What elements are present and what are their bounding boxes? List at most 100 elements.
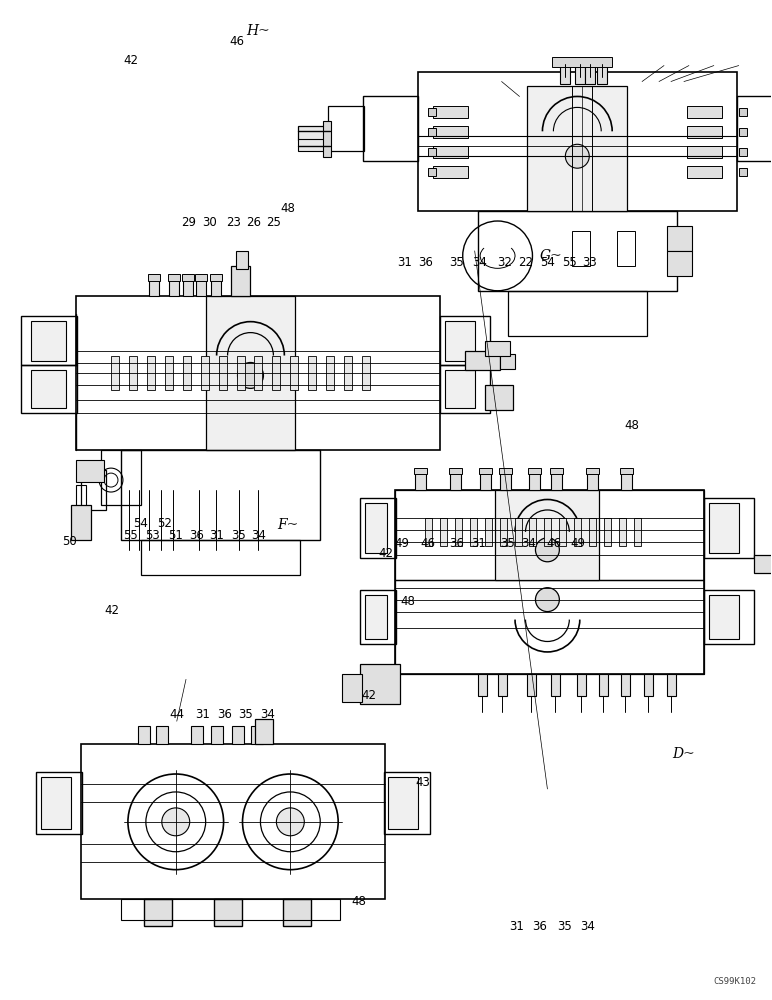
Bar: [469, 518, 476, 546]
Bar: [360, 498, 396, 558]
Bar: [428, 108, 436, 116]
Text: 31: 31: [209, 529, 224, 542]
Text: 36: 36: [217, 708, 232, 721]
Bar: [433, 166, 468, 178]
Text: 36: 36: [418, 256, 433, 269]
Bar: [425, 518, 432, 546]
Text: 34: 34: [251, 529, 266, 542]
Text: 48: 48: [400, 595, 415, 608]
Bar: [71, 505, 91, 540]
Bar: [550, 468, 564, 474]
Text: 31: 31: [195, 708, 210, 721]
Text: 48: 48: [351, 895, 367, 908]
Text: H~: H~: [246, 24, 269, 38]
Bar: [704, 498, 753, 558]
Bar: [585, 64, 595, 84]
Text: 35: 35: [557, 920, 572, 933]
Text: 34: 34: [522, 537, 537, 550]
Bar: [195, 274, 207, 281]
Bar: [634, 518, 641, 546]
Bar: [141, 540, 300, 575]
Bar: [485, 518, 492, 546]
Bar: [327, 356, 334, 390]
Bar: [365, 595, 387, 639]
Bar: [428, 128, 436, 136]
Bar: [36, 772, 82, 834]
Bar: [81, 470, 106, 510]
Bar: [499, 518, 506, 546]
Text: 50: 50: [62, 535, 76, 548]
Bar: [41, 777, 71, 829]
Text: 35: 35: [500, 537, 515, 550]
Bar: [507, 291, 647, 336]
Bar: [290, 356, 298, 390]
Bar: [232, 726, 243, 744]
Bar: [342, 674, 362, 702]
Text: 48: 48: [625, 419, 639, 432]
Bar: [577, 674, 586, 696]
Text: 34: 34: [260, 708, 275, 721]
Bar: [478, 211, 677, 291]
Bar: [169, 278, 179, 296]
Text: 26: 26: [246, 216, 261, 229]
Bar: [560, 64, 571, 84]
Bar: [201, 356, 208, 390]
Text: 36: 36: [189, 529, 205, 542]
Circle shape: [276, 808, 304, 836]
Bar: [147, 356, 155, 390]
Bar: [236, 356, 245, 390]
Bar: [22, 316, 77, 365]
Text: 25: 25: [266, 216, 281, 229]
Bar: [440, 365, 489, 413]
Bar: [736, 96, 772, 161]
Bar: [499, 472, 510, 490]
Text: 49: 49: [394, 537, 409, 550]
Bar: [575, 64, 585, 84]
Text: 48: 48: [280, 202, 295, 215]
Bar: [210, 274, 222, 281]
Text: 42: 42: [104, 604, 119, 617]
Bar: [360, 590, 396, 644]
Text: 44: 44: [169, 708, 185, 721]
Bar: [621, 472, 632, 490]
Bar: [428, 168, 436, 176]
Bar: [111, 356, 119, 390]
Text: 35: 35: [449, 256, 464, 269]
Bar: [231, 266, 250, 296]
Bar: [32, 321, 66, 361]
Bar: [687, 146, 722, 158]
Bar: [617, 231, 635, 266]
Text: 42: 42: [361, 689, 377, 702]
Bar: [644, 674, 653, 696]
Bar: [687, 126, 722, 138]
Text: 51: 51: [168, 529, 183, 542]
Bar: [739, 128, 747, 136]
Bar: [168, 274, 180, 281]
Bar: [362, 356, 370, 390]
Bar: [211, 726, 222, 744]
Bar: [81, 744, 385, 899]
Bar: [195, 278, 205, 296]
Bar: [121, 899, 340, 920]
Bar: [298, 126, 330, 140]
Text: CS99K102: CS99K102: [713, 977, 757, 986]
Bar: [183, 278, 193, 296]
Text: 46: 46: [229, 35, 244, 48]
Bar: [76, 296, 440, 450]
Bar: [415, 472, 426, 490]
Text: 55: 55: [562, 256, 577, 269]
Bar: [499, 354, 514, 369]
Text: 31: 31: [471, 537, 486, 550]
Bar: [551, 674, 560, 696]
Bar: [298, 139, 330, 151]
Bar: [739, 168, 747, 176]
Bar: [544, 518, 551, 546]
Bar: [235, 251, 248, 269]
Text: 53: 53: [145, 529, 160, 542]
Bar: [344, 356, 352, 390]
Bar: [395, 580, 704, 674]
Bar: [273, 356, 280, 390]
Bar: [129, 356, 137, 390]
Bar: [455, 518, 462, 546]
Bar: [527, 86, 627, 211]
